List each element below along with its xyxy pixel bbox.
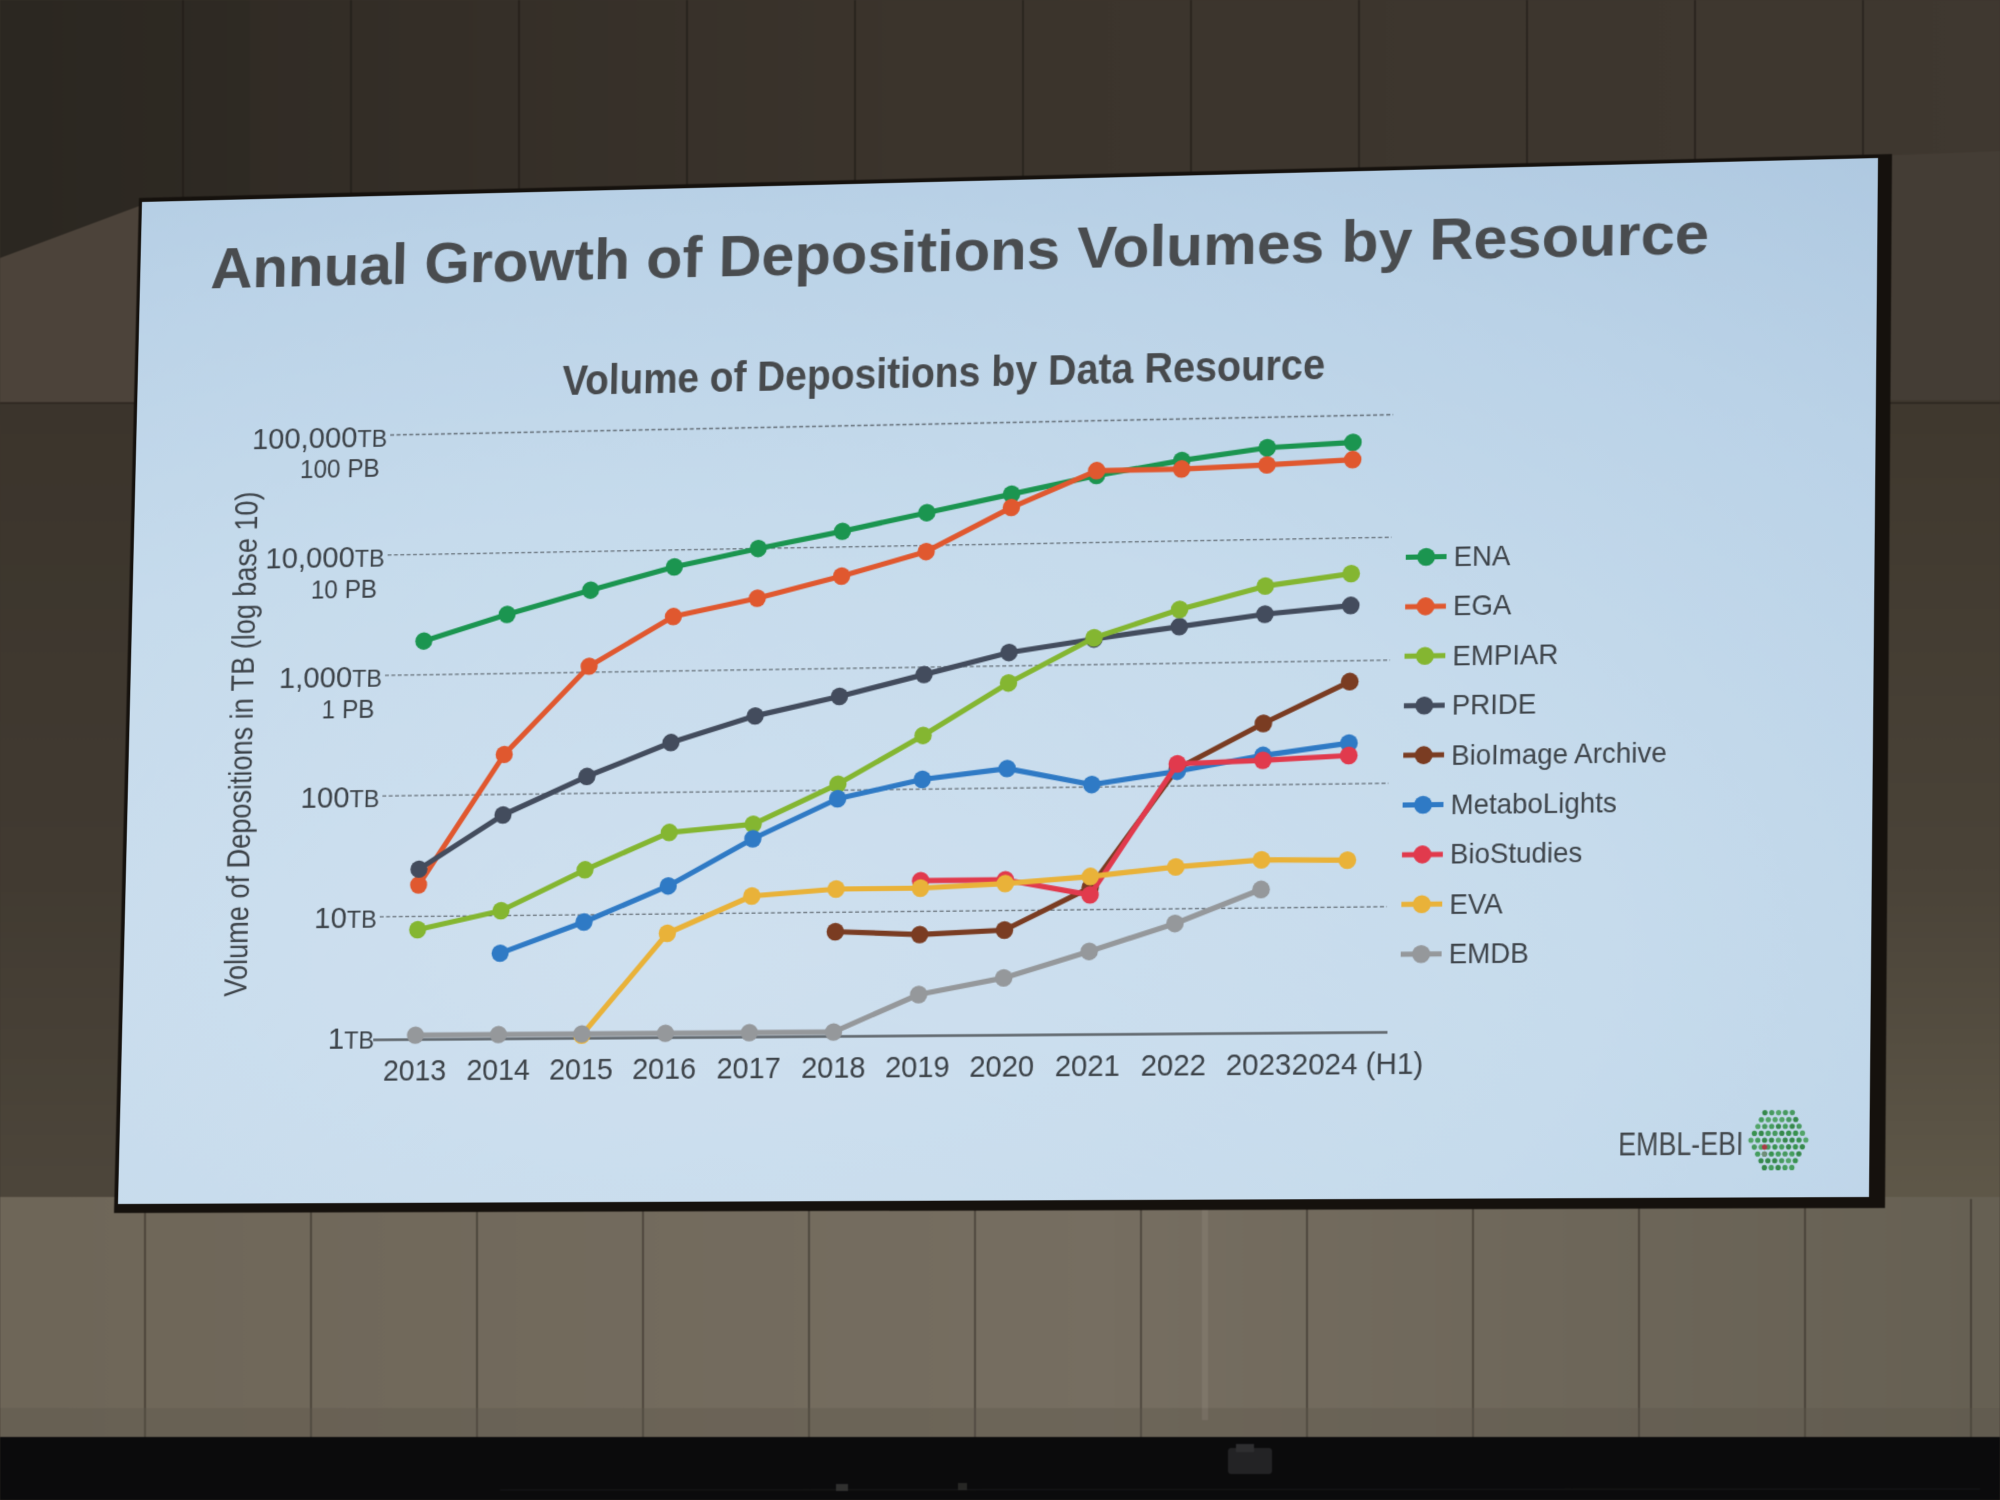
svg-text:2013: 2013 [383,1053,447,1087]
svg-text:EMBL-EBI: EMBL-EBI [1618,1127,1744,1163]
svg-text:100,000TB: 100,000TB [252,421,388,456]
svg-text:2016: 2016 [632,1051,697,1085]
svg-text:1,000TB: 1,000TB [279,661,383,695]
svg-text:10 PB: 10 PB [310,576,377,605]
svg-text:EGA: EGA [1453,589,1512,622]
svg-text:2022: 2022 [1140,1048,1206,1082]
svg-text:Volume of Depositions by Data: Volume of Depositions by Data Resource [562,339,1325,404]
svg-text:BioImage Archive: BioImage Archive [1451,736,1667,771]
svg-text:ENA: ENA [1453,540,1511,573]
svg-text:MetaboLights: MetaboLights [1450,787,1617,821]
svg-text:2020: 2020 [969,1049,1034,1083]
svg-text:BioStudies: BioStudies [1450,837,1583,870]
svg-text:2024 (H1): 2024 (H1) [1291,1046,1423,1081]
svg-text:2018: 2018 [801,1050,866,1084]
svg-text:Volume of Depositions in TB (l: Volume of Depositions in TB (log base 10… [217,491,265,997]
svg-text:2015: 2015 [549,1052,613,1086]
svg-text:1TB: 1TB [327,1023,374,1056]
svg-text:2017: 2017 [716,1051,781,1085]
svg-text:2021: 2021 [1055,1048,1121,1082]
svg-text:2014: 2014 [466,1053,530,1087]
svg-text:10TB: 10TB [314,902,377,936]
svg-text:EVA: EVA [1449,888,1503,920]
svg-text:10,000TB: 10,000TB [265,541,385,576]
svg-text:EMDB: EMDB [1449,937,1529,969]
svg-text:Annual Growth of Depositions V: Annual Growth of Depositions Volumes by … [210,200,1710,301]
svg-text:2019: 2019 [885,1050,950,1084]
svg-text:1 PB: 1 PB [321,696,374,725]
svg-text:100TB: 100TB [300,781,379,815]
svg-text:PRIDE: PRIDE [1452,688,1537,721]
svg-text:EMPIAR: EMPIAR [1452,638,1558,671]
svg-text:2023: 2023 [1226,1047,1292,1081]
svg-text:100 PB: 100 PB [300,455,380,484]
